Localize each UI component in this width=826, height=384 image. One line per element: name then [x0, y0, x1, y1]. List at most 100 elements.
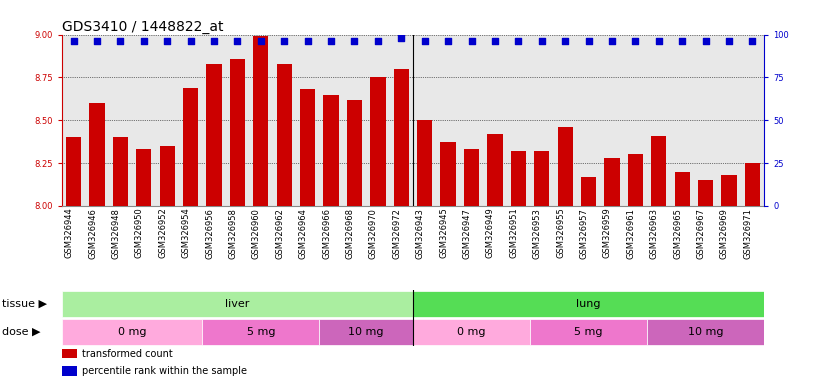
- Point: [558, 38, 572, 45]
- Text: 5 mg: 5 mg: [247, 327, 275, 337]
- Text: liver: liver: [225, 299, 249, 309]
- Point: [114, 38, 127, 45]
- Bar: [487, 134, 502, 206]
- Text: GSM326963: GSM326963: [650, 208, 659, 259]
- Bar: [89, 103, 105, 206]
- FancyBboxPatch shape: [647, 318, 764, 345]
- Point: [160, 38, 173, 45]
- Point: [722, 38, 735, 45]
- Text: GSM326964: GSM326964: [299, 208, 307, 258]
- Bar: [745, 163, 760, 206]
- Bar: [510, 151, 526, 206]
- Text: 10 mg: 10 mg: [349, 327, 384, 337]
- FancyBboxPatch shape: [320, 318, 413, 345]
- Bar: [277, 64, 292, 206]
- Text: GSM326970: GSM326970: [369, 208, 378, 258]
- Bar: [300, 89, 316, 206]
- FancyBboxPatch shape: [413, 318, 530, 345]
- Bar: [159, 146, 175, 206]
- Point: [511, 38, 525, 45]
- Point: [535, 38, 548, 45]
- Bar: [534, 151, 549, 206]
- Text: dose ▶: dose ▶: [2, 327, 40, 337]
- Text: GSM326953: GSM326953: [533, 208, 542, 258]
- Text: lung: lung: [577, 299, 601, 309]
- Bar: [675, 172, 690, 206]
- Point: [301, 38, 314, 45]
- Point: [488, 38, 501, 45]
- Point: [207, 38, 221, 45]
- Text: GSM326958: GSM326958: [229, 208, 238, 258]
- Text: GSM326943: GSM326943: [415, 208, 425, 258]
- Bar: [347, 99, 362, 206]
- Text: GSM326944: GSM326944: [64, 208, 74, 258]
- Text: GSM326952: GSM326952: [159, 208, 168, 258]
- Text: GSM326972: GSM326972: [392, 208, 401, 258]
- Text: transformed count: transformed count: [82, 349, 173, 359]
- Bar: [136, 149, 151, 206]
- Text: GSM326951: GSM326951: [510, 208, 519, 258]
- Text: GSM326967: GSM326967: [696, 208, 705, 259]
- Bar: [440, 142, 456, 206]
- Point: [699, 38, 712, 45]
- Point: [676, 38, 689, 45]
- Bar: [558, 127, 572, 206]
- Text: GSM326948: GSM326948: [112, 208, 121, 258]
- Text: GDS3410 / 1448822_at: GDS3410 / 1448822_at: [62, 20, 224, 33]
- Point: [137, 38, 150, 45]
- Bar: [206, 64, 221, 206]
- Point: [652, 38, 665, 45]
- Bar: [581, 177, 596, 206]
- Bar: [66, 137, 81, 206]
- FancyBboxPatch shape: [413, 291, 764, 318]
- Point: [230, 38, 244, 45]
- Text: GSM326957: GSM326957: [580, 208, 588, 258]
- Text: GSM326968: GSM326968: [345, 208, 354, 259]
- Text: GSM326961: GSM326961: [626, 208, 635, 258]
- Bar: [230, 58, 245, 206]
- Point: [325, 38, 338, 45]
- Bar: [254, 36, 268, 206]
- FancyBboxPatch shape: [62, 291, 413, 318]
- Text: GSM326956: GSM326956: [205, 208, 214, 258]
- Text: GSM326945: GSM326945: [439, 208, 449, 258]
- Point: [372, 38, 385, 45]
- Bar: [417, 120, 432, 206]
- Text: GSM326971: GSM326971: [743, 208, 752, 258]
- Text: GSM326949: GSM326949: [486, 208, 495, 258]
- Text: GSM326954: GSM326954: [182, 208, 191, 258]
- Text: GSM326950: GSM326950: [135, 208, 144, 258]
- Bar: [62, 349, 78, 358]
- Point: [254, 38, 268, 45]
- Bar: [721, 175, 737, 206]
- Bar: [113, 137, 128, 206]
- Text: percentile rank within the sample: percentile rank within the sample: [82, 366, 247, 376]
- Point: [395, 35, 408, 41]
- Text: GSM326965: GSM326965: [673, 208, 682, 258]
- Bar: [605, 158, 620, 206]
- Text: GSM326966: GSM326966: [322, 208, 331, 259]
- Text: GSM326947: GSM326947: [463, 208, 472, 258]
- Point: [629, 38, 642, 45]
- Bar: [62, 366, 78, 376]
- Point: [605, 38, 619, 45]
- Bar: [324, 94, 339, 206]
- FancyBboxPatch shape: [62, 318, 202, 345]
- Text: tissue ▶: tissue ▶: [2, 299, 46, 309]
- Text: GSM326969: GSM326969: [720, 208, 729, 258]
- Point: [746, 38, 759, 45]
- Text: GSM326962: GSM326962: [275, 208, 284, 258]
- Point: [418, 38, 431, 45]
- Text: 10 mg: 10 mg: [688, 327, 724, 337]
- Bar: [370, 78, 386, 206]
- Bar: [183, 88, 198, 206]
- Point: [278, 38, 291, 45]
- Text: GSM326960: GSM326960: [252, 208, 261, 258]
- Point: [184, 38, 197, 45]
- Text: GSM326955: GSM326955: [556, 208, 565, 258]
- Bar: [394, 69, 409, 206]
- Point: [441, 38, 454, 45]
- Text: 0 mg: 0 mg: [118, 327, 146, 337]
- Bar: [628, 154, 643, 206]
- Bar: [651, 136, 667, 206]
